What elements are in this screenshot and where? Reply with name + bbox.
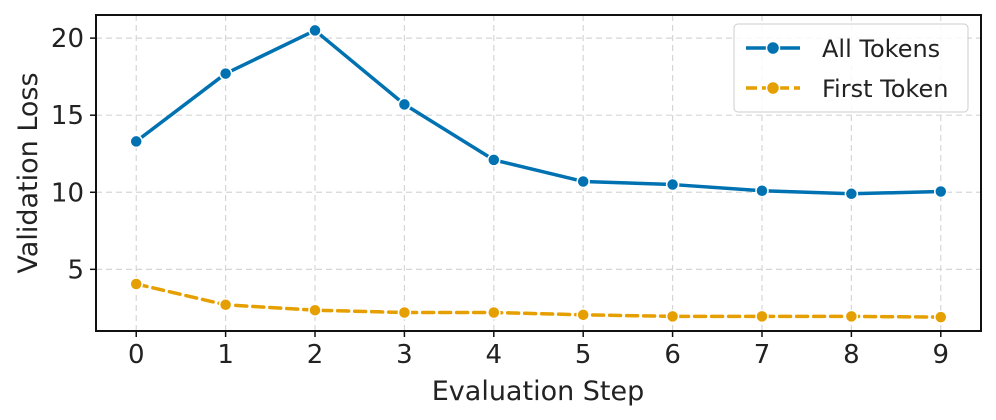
y-tick-label: 15 (51, 101, 84, 131)
plot-frame (95, 14, 982, 332)
data-point-first-token (129, 277, 143, 291)
y-tick-label: 5 (67, 255, 84, 285)
data-point-all-tokens (487, 153, 501, 167)
data-point-first-token (665, 309, 680, 324)
y-tick-label: 10 (51, 178, 84, 208)
legend-label-all-tokens: All Tokens (822, 35, 940, 63)
x-tick-label: 7 (754, 340, 771, 370)
data-point-all-tokens (934, 184, 948, 199)
data-point-all-tokens (755, 183, 769, 198)
data-point-all-tokens (665, 177, 680, 192)
x-tick-label: 2 (307, 340, 324, 370)
x-tick-label: 6 (664, 340, 681, 370)
x-ticks: 0 1 2 3 4 5 6 7 8 9 (128, 331, 949, 370)
data-point-first-token (487, 305, 501, 320)
y-ticks: 5 10 15 20 (51, 24, 96, 285)
data-point-first-token (755, 309, 769, 324)
x-tick-label: 0 (128, 340, 145, 370)
data-point-first-token (844, 309, 859, 324)
series-layer (129, 23, 948, 324)
x-tick-label: 4 (486, 340, 503, 370)
data-point-all-tokens (576, 174, 590, 189)
x-tick-label: 1 (217, 340, 234, 370)
data-point-first-token (576, 308, 590, 322)
legend: All Tokens First Token (733, 23, 969, 113)
x-tick-label: 3 (396, 340, 413, 370)
y-tick-label: 20 (51, 24, 84, 54)
legend-box (733, 23, 969, 113)
data-point-first-token (308, 303, 322, 317)
series-line-first-token (134, 282, 943, 319)
data-point-all-tokens (844, 187, 859, 201)
x-tick-label: 8 (843, 340, 860, 370)
data-point-first-token (934, 310, 948, 324)
data-point-first-token (218, 298, 233, 312)
data-point-all-tokens (397, 97, 412, 112)
x-tick-label: 9 (932, 340, 949, 370)
legend-marker-first-token (765, 80, 781, 96)
data-point-all-tokens (308, 23, 322, 38)
data-point-first-token (397, 305, 412, 320)
data-point-all-tokens (129, 134, 143, 149)
legend-marker-all-tokens (765, 40, 781, 56)
series-line-all-tokens (134, 28, 943, 196)
legend-label-first-token: First Token (822, 75, 948, 103)
data-point-all-tokens (218, 66, 233, 81)
y-axis-label: Validation Loss (13, 72, 44, 273)
x-tick-label: 5 (575, 340, 592, 370)
x-axis-label: Evaluation Step (432, 376, 645, 407)
